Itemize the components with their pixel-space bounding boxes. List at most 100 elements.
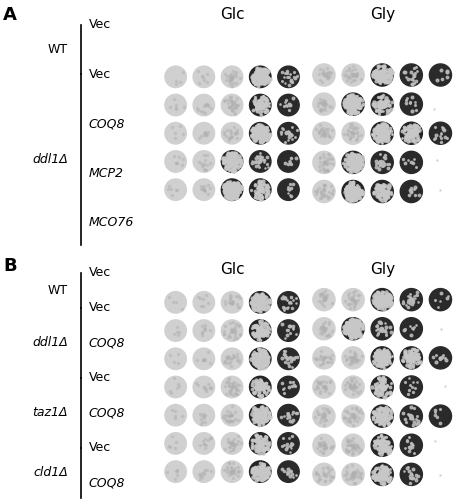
Circle shape [400, 376, 422, 398]
Text: Vec: Vec [89, 18, 111, 31]
Circle shape [165, 432, 187, 454]
Circle shape [193, 292, 215, 313]
Text: WT: WT [48, 43, 68, 56]
Text: COQ8: COQ8 [89, 117, 125, 130]
Circle shape [342, 405, 364, 427]
Circle shape [400, 464, 422, 485]
Circle shape [193, 320, 215, 342]
Text: WT: WT [48, 284, 68, 296]
Circle shape [249, 320, 271, 342]
Text: A: A [3, 6, 17, 24]
Circle shape [371, 464, 393, 485]
Circle shape [313, 318, 335, 340]
Circle shape [165, 376, 187, 398]
Circle shape [249, 348, 271, 370]
Circle shape [278, 461, 299, 482]
Circle shape [278, 150, 299, 172]
Text: Glc: Glc [220, 262, 244, 277]
Circle shape [313, 464, 335, 485]
Circle shape [400, 288, 422, 310]
Circle shape [430, 405, 451, 427]
Circle shape [400, 434, 422, 456]
Circle shape [342, 347, 364, 369]
Circle shape [221, 376, 243, 398]
Circle shape [221, 179, 243, 201]
Text: Glc: Glc [220, 7, 244, 22]
Circle shape [165, 320, 187, 342]
Text: Vec: Vec [89, 68, 111, 80]
Circle shape [193, 179, 215, 201]
Circle shape [400, 180, 422, 203]
Circle shape [371, 152, 393, 174]
Circle shape [278, 94, 299, 116]
Circle shape [249, 66, 271, 88]
Circle shape [371, 347, 393, 369]
Circle shape [278, 432, 299, 454]
Circle shape [371, 376, 393, 398]
Circle shape [342, 434, 364, 456]
Circle shape [313, 405, 335, 427]
Circle shape [249, 150, 271, 172]
Circle shape [278, 66, 299, 88]
Circle shape [430, 122, 451, 144]
Circle shape [221, 94, 243, 116]
Circle shape [193, 94, 215, 116]
Circle shape [313, 347, 335, 369]
Circle shape [249, 122, 271, 144]
Circle shape [342, 180, 364, 203]
Circle shape [193, 404, 215, 426]
Circle shape [278, 292, 299, 313]
Circle shape [221, 122, 243, 144]
Circle shape [165, 461, 187, 482]
Circle shape [249, 432, 271, 454]
Circle shape [193, 122, 215, 144]
Circle shape [342, 152, 364, 174]
Circle shape [400, 152, 422, 174]
Circle shape [165, 66, 187, 88]
Circle shape [371, 180, 393, 203]
Circle shape [193, 376, 215, 398]
Circle shape [221, 292, 243, 313]
Circle shape [193, 348, 215, 370]
Circle shape [313, 122, 335, 144]
Circle shape [313, 288, 335, 310]
Circle shape [193, 461, 215, 482]
Text: Gly: Gly [369, 262, 395, 277]
Text: cld1Δ: cld1Δ [33, 466, 68, 479]
Circle shape [342, 464, 364, 485]
Circle shape [278, 348, 299, 370]
Circle shape [278, 376, 299, 398]
Text: taz1Δ: taz1Δ [32, 406, 68, 419]
Circle shape [249, 461, 271, 482]
Circle shape [221, 461, 243, 482]
Text: COQ8: COQ8 [89, 336, 125, 349]
Circle shape [371, 93, 393, 115]
Text: ddl1Δ: ddl1Δ [32, 336, 68, 349]
Circle shape [371, 288, 393, 310]
Text: Vec: Vec [89, 371, 111, 384]
Circle shape [165, 348, 187, 370]
Circle shape [221, 432, 243, 454]
Circle shape [430, 288, 451, 310]
Circle shape [193, 432, 215, 454]
Text: Vec: Vec [89, 441, 111, 454]
Circle shape [400, 122, 422, 144]
Circle shape [193, 66, 215, 88]
Circle shape [430, 64, 451, 86]
Circle shape [165, 122, 187, 144]
Circle shape [313, 152, 335, 174]
Circle shape [342, 93, 364, 115]
Circle shape [313, 434, 335, 456]
Text: Gly: Gly [369, 7, 395, 22]
Circle shape [313, 93, 335, 115]
Circle shape [249, 292, 271, 313]
Text: B: B [3, 258, 17, 276]
Circle shape [342, 288, 364, 310]
Circle shape [165, 94, 187, 116]
Circle shape [221, 348, 243, 370]
Circle shape [278, 404, 299, 426]
Circle shape [342, 122, 364, 144]
Circle shape [342, 376, 364, 398]
Circle shape [221, 320, 243, 342]
Circle shape [313, 376, 335, 398]
